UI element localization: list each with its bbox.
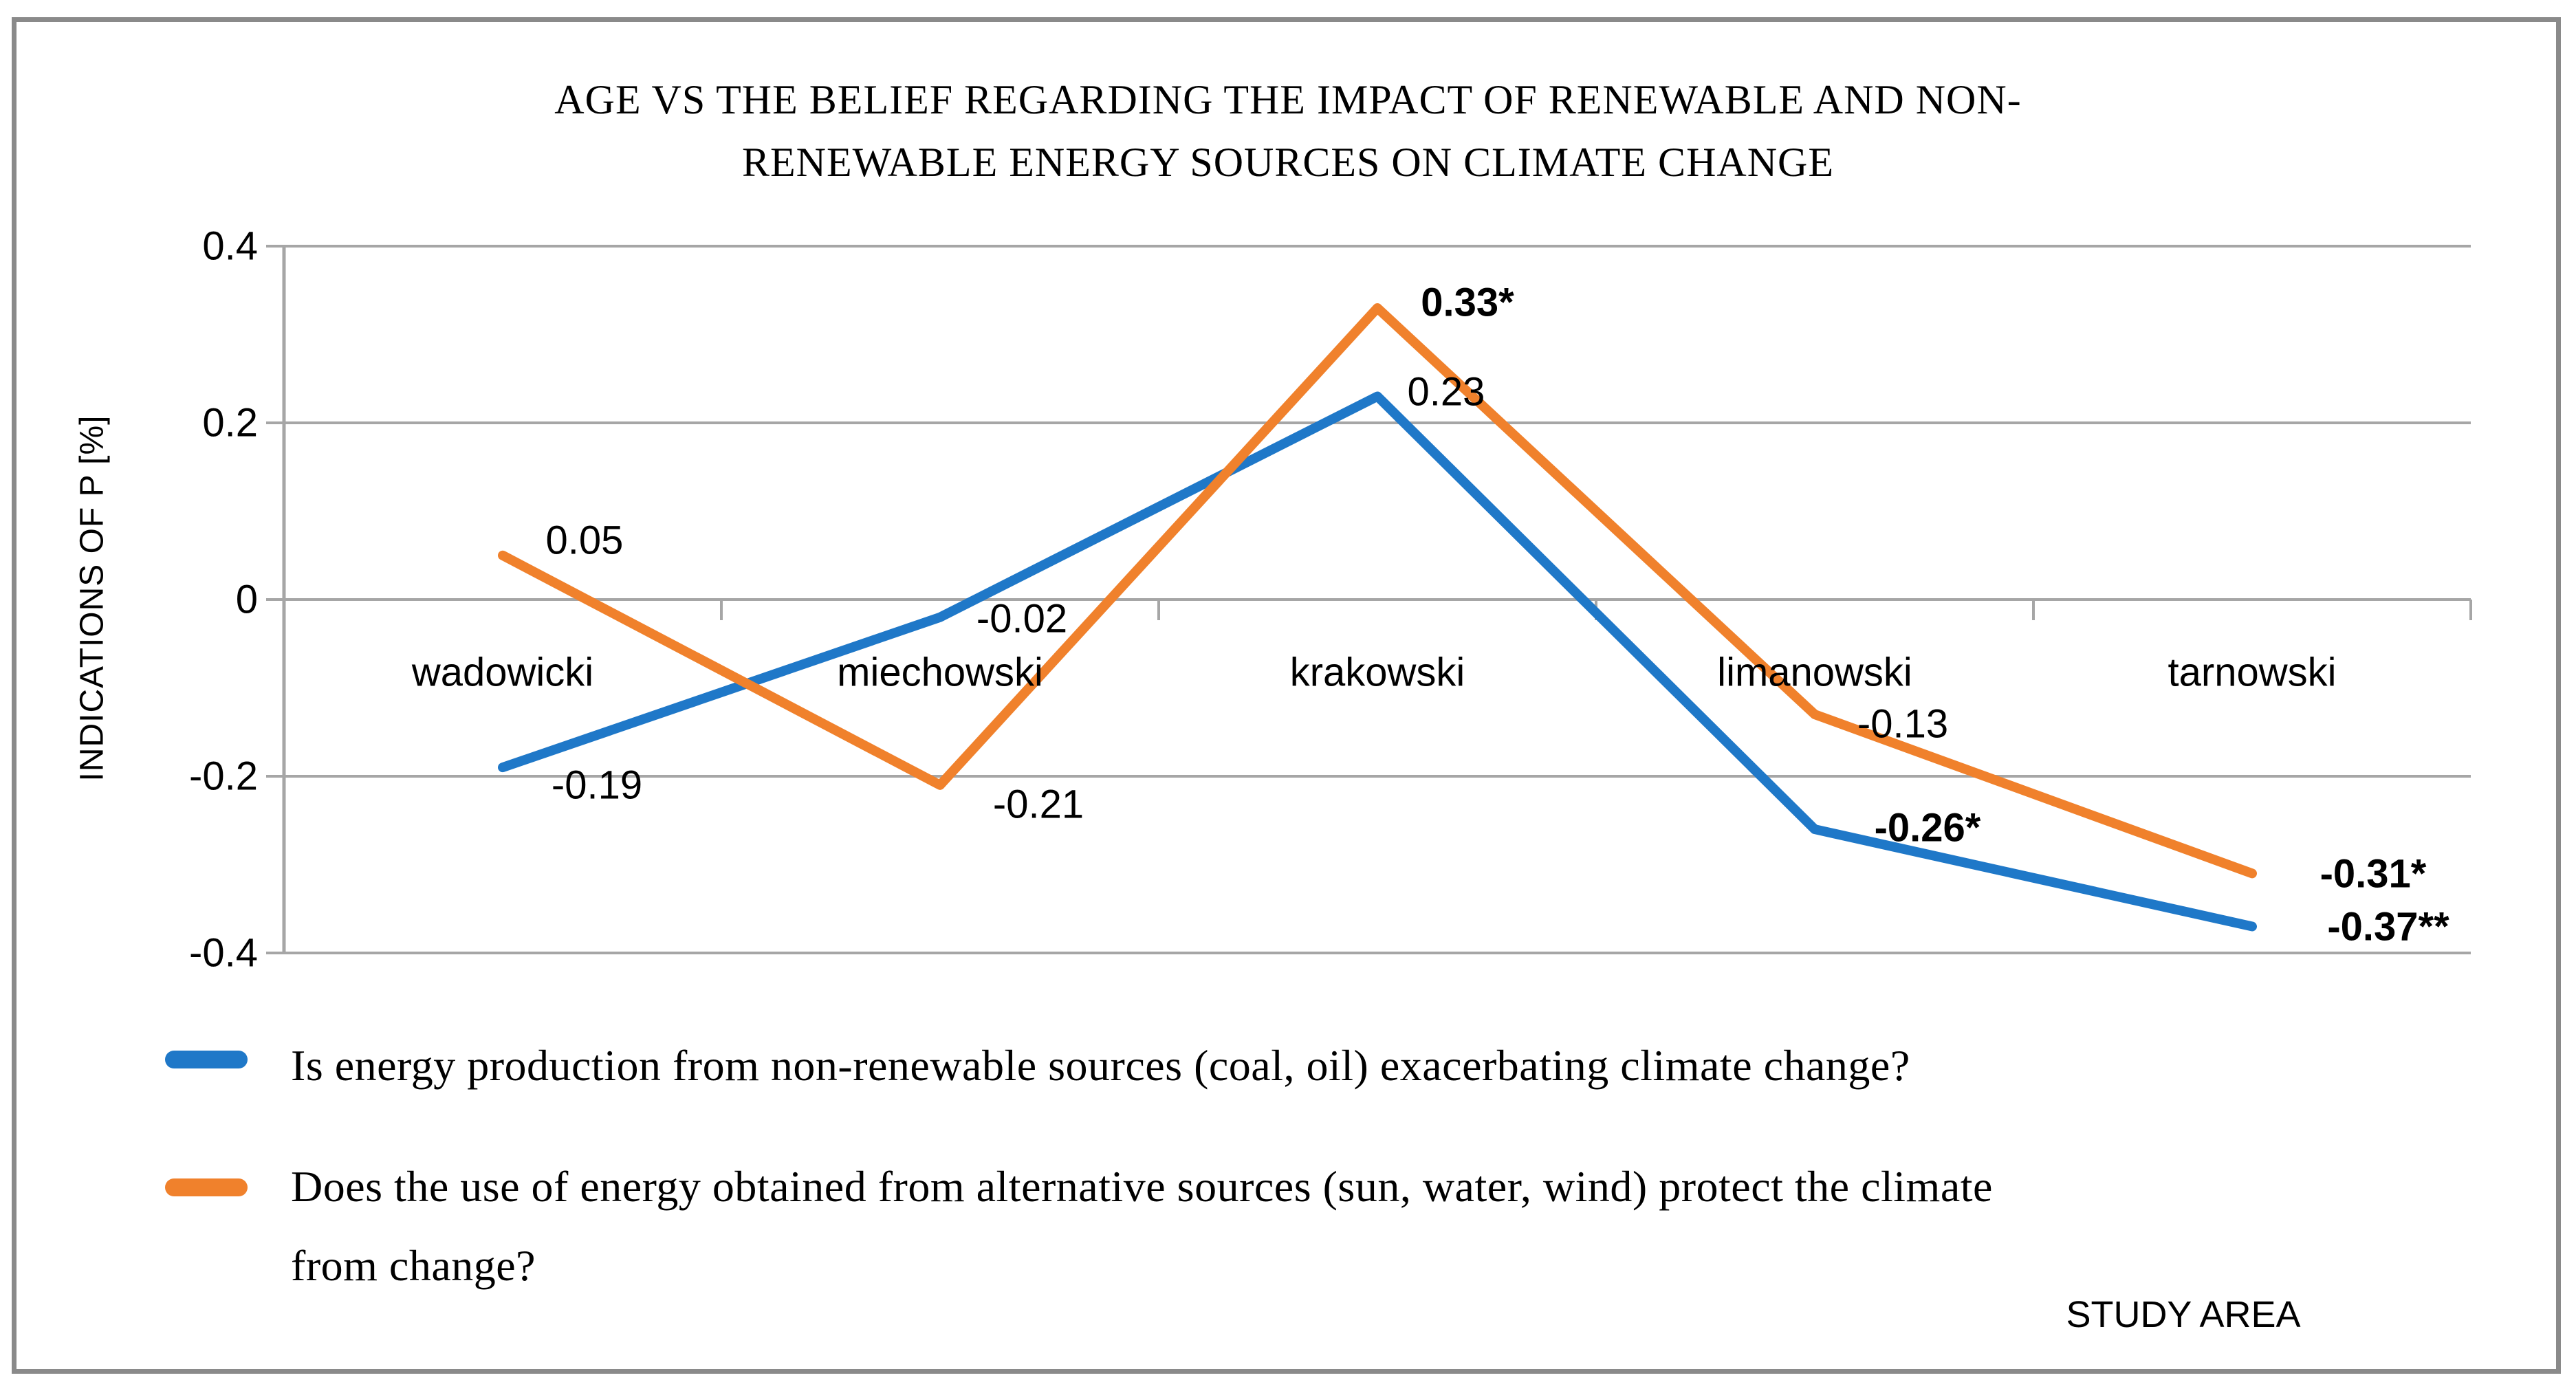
category-label-miechowski: miechowski [837,650,1043,695]
data-label-series-2-miechowski: -0.21 [992,782,1084,827]
data-label-series-1-limanowski: -0.26* [1874,805,1981,851]
category-label-krakowski: krakowski [1289,650,1465,695]
legend-label-series-2-line-1: Does the use of energy obtained from alt… [291,1162,1993,1211]
data-label-series-2-limanowski: -0.13 [1857,701,1949,747]
y-tick-label-0.4: 0.4 [202,223,258,269]
chart-frame [12,17,2561,1374]
chart-title: AGE VS THE BELIEF REGARDING THE IMPACT O… [0,69,2576,194]
data-label-series-1-miechowski: -0.02 [976,596,1068,641]
category-label-wadowicki: wadowicki [411,650,594,695]
data-label-series-1-krakowski: 0.23 [1407,369,1485,415]
data-label-series-2-krakowski: 0.33* [1421,280,1514,325]
legend-label-series-2: Does the use of energy obtained from alt… [291,1147,1993,1305]
chart-title-line-2: RENEWABLE ENERGY SOURCES ON CLIMATE CHAN… [741,140,1835,185]
x-axis-title: STUDY AREA [2066,1294,2301,1335]
category-label-tarnowski: tarnowski [2168,650,2337,695]
y-tick-label-0: 0 [235,577,258,622]
y-tick-label--0.4: -0.4 [189,930,258,976]
data-label-series-2-tarnowski: -0.31* [2320,851,2427,897]
series-line-2 [498,303,2257,879]
data-label-series-1-wadowicki: -0.19 [551,763,643,808]
y-tick-label-0.2: 0.2 [202,400,258,446]
series-line-1 [498,391,2257,932]
category-label-limanowski: limanowski [1717,650,1912,695]
y-tick-label--0.2: -0.2 [189,754,258,799]
data-label-series-1-tarnowski: -0.37** [2327,904,2449,950]
legend-swatch-series-1 [165,1051,248,1068]
legend-swatch-series-2 [165,1178,248,1196]
legend-label-series-1: Is energy production from non-renewable … [291,1041,1910,1090]
chart-title-line-1: AGE VS THE BELIEF REGARDING THE IMPACT O… [554,77,2022,122]
legend-label-series-2-line-2: from change? [291,1241,536,1290]
data-label-series-2-wadowicki: 0.05 [545,518,624,563]
